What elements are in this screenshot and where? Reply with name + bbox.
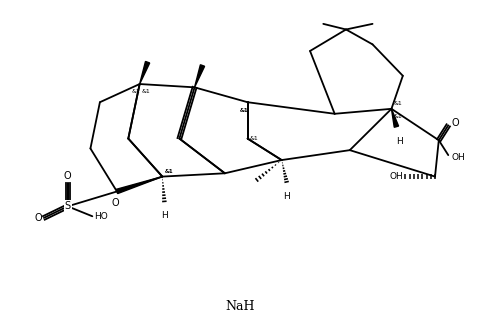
Text: &1: &1 xyxy=(142,89,150,94)
Text: &1: &1 xyxy=(240,108,248,113)
Text: H: H xyxy=(283,192,290,201)
Text: O: O xyxy=(34,213,42,223)
Text: S: S xyxy=(65,201,71,211)
Polygon shape xyxy=(140,61,150,84)
Text: H: H xyxy=(161,211,168,220)
Polygon shape xyxy=(116,177,162,194)
Text: NaH: NaH xyxy=(225,300,255,313)
Text: &1: &1 xyxy=(164,169,173,174)
Text: &1: &1 xyxy=(164,169,173,174)
Text: &1: &1 xyxy=(394,102,402,107)
Text: O: O xyxy=(451,118,459,128)
Text: OH: OH xyxy=(451,152,465,161)
Text: O: O xyxy=(111,198,119,208)
Text: O: O xyxy=(64,171,72,181)
Text: OH: OH xyxy=(390,172,403,181)
Text: &1: &1 xyxy=(394,114,402,119)
Text: H: H xyxy=(396,137,403,146)
Text: HO: HO xyxy=(94,212,108,221)
Text: &1: &1 xyxy=(250,136,258,141)
Text: &1: &1 xyxy=(240,108,248,113)
Text: &1: &1 xyxy=(132,89,141,94)
Polygon shape xyxy=(194,65,204,87)
Polygon shape xyxy=(392,109,398,127)
